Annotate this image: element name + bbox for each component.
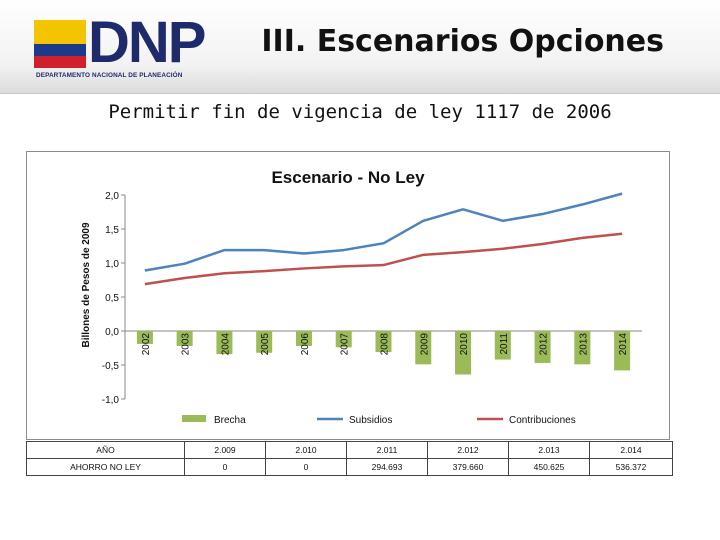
line-contribuciones [144, 232, 623, 286]
slide-header: DNP DEPARTAMENTO NACIONAL DE PLANEACIÓN … [0, 0, 720, 94]
table-header-row: AÑO 2.009 2.010 2.011 2.012 2.013 2.014 [26, 441, 673, 459]
bar-brecha [574, 331, 591, 365]
legend-label-subsidios: Subsidios [349, 415, 392, 426]
legend-label-contribuciones: Contribuciones [509, 415, 576, 426]
table-header-cell: 2.009 [184, 441, 266, 459]
x-tick-label: 2005 [260, 333, 271, 356]
x-tick-label: 2014 [618, 333, 629, 356]
bar-brecha [455, 331, 472, 375]
x-tick-label: 2006 [300, 333, 311, 356]
x-tick-label: 2012 [539, 333, 550, 356]
y-tick-label: 1,5 [105, 225, 119, 236]
chart-frame: Escenario - No Ley 2,0 1,5 1,0 0,5 0,0 -0,5 -1,… [26, 151, 670, 440]
slide-subtitle: Permitir fin de vigencia de ley 1117 de … [108, 101, 612, 123]
bar-brecha [494, 331, 511, 360]
line-subsidios [144, 192, 623, 272]
y-axis-title: Billones de Pesos de 2009 [81, 222, 92, 347]
x-tick-label: 2011 [499, 333, 510, 355]
y-tick-label: -1,0 [102, 395, 120, 406]
bar-brecha [136, 331, 153, 344]
bar-brecha [256, 331, 273, 353]
table-header-cell: 2.010 [265, 441, 347, 459]
bar-brecha [375, 331, 392, 353]
bar-brecha [335, 331, 352, 348]
bar-brecha [295, 331, 312, 346]
y-tick-label: 0,5 [105, 293, 119, 304]
y-tick-label: 2,0 [105, 191, 119, 202]
table-header-cell: 2.013 [508, 441, 590, 459]
bar-brecha [176, 331, 193, 346]
dnp-logo: DNP DEPARTAMENTO NACIONAL DE PLANEACIÓN [34, 12, 224, 82]
chart: Escenario - No Ley 2,0 1,5 1,0 0,5 0,0 -0,5 -1,… [81, 168, 642, 426]
x-tick-label: 2004 [220, 333, 231, 356]
x-tick-label: 2003 [181, 333, 192, 356]
slide-title: III. Escenarios Opciones [261, 24, 664, 59]
logo-text: DNP [88, 10, 206, 75]
x-tick-label: 2007 [340, 333, 351, 356]
table-cell: 294.693 [346, 458, 428, 476]
table-cell: 0 [265, 458, 347, 476]
bar-brecha [534, 331, 551, 363]
table-header-cell: 2.011 [346, 441, 428, 459]
savings-table: AÑO 2.009 2.010 2.011 2.012 2.013 2.014 AHORRO … [26, 441, 673, 476]
y-tick-label: -0,5 [102, 361, 120, 372]
x-tick-label: 2013 [578, 333, 589, 356]
table-cell: 536.372 [589, 458, 673, 476]
y-tick-label: 0,0 [105, 327, 119, 338]
table-cell: AHORRO NO LEY [26, 458, 185, 476]
table-header-cell: 2.012 [427, 441, 509, 459]
bar-brecha [216, 331, 233, 355]
chart-title: Escenario - No Ley [271, 168, 425, 187]
bar-brecha [415, 331, 432, 365]
table-header-cell: AÑO [26, 441, 185, 459]
y-tick-label: 1,0 [105, 259, 119, 270]
colombia-flag-icon [34, 20, 86, 68]
table-cell: 379.660 [427, 458, 509, 476]
x-tick-label: 2008 [380, 333, 391, 356]
bar-brecha [614, 331, 631, 371]
table-row: AHORRO NO LEY 0 0 294.693 379.660 450.625 536.… [26, 458, 673, 476]
table-cell: 0 [184, 458, 266, 476]
logo-subtitle: DEPARTAMENTO NACIONAL DE PLANEACIÓN [36, 72, 183, 79]
x-tick-label: 2009 [419, 333, 430, 356]
x-tick-label: 2010 [459, 333, 470, 356]
table-cell: 450.625 [508, 458, 590, 476]
legend-swatch-brecha [182, 415, 206, 422]
legend-label-brecha: Brecha [214, 415, 246, 426]
table-header-cell: 2.014 [589, 441, 673, 459]
x-tick-label: 2002 [141, 333, 152, 356]
